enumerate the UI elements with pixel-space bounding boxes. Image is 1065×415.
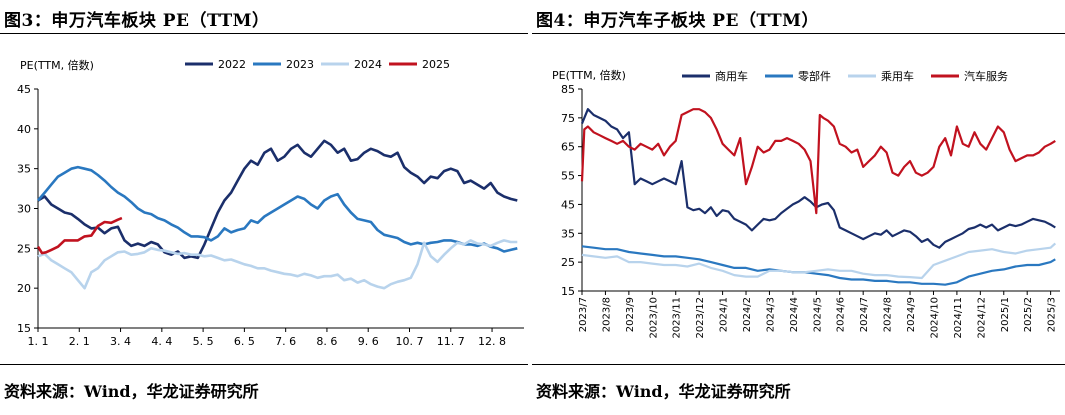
x-tick-label: 12. 8 xyxy=(478,335,506,348)
figure-3-source: 资料来源：Wind，华龙证券研究所 xyxy=(4,382,259,401)
x-tick-label: 9. 6 xyxy=(358,335,379,348)
x-tick-label: 2025/2 xyxy=(1023,297,1034,332)
series-line-汽车服务 xyxy=(580,108,1056,215)
series-line-2025 xyxy=(36,216,123,255)
legend-label: 商用车 xyxy=(715,69,748,83)
x-tick-label: 7. 6 xyxy=(275,335,296,348)
title-rule xyxy=(532,33,1065,34)
y-tick-label: 35 xyxy=(17,163,31,176)
legend-label: 2024 xyxy=(354,58,382,71)
y-tick-label: 40 xyxy=(17,123,31,136)
x-tick-label: 2024/9 xyxy=(906,297,917,332)
y-tick-label: 45 xyxy=(561,198,575,211)
x-tick-label: 4. 4 xyxy=(151,335,172,348)
y-tick-label: 45 xyxy=(17,83,31,96)
legend-label: 乘用车 xyxy=(881,69,914,83)
figure-4-chart: PE(TTM, 倍数) 15 25 35 45 55 65 75 85 2023/7 2023/8 2… xyxy=(552,68,1060,339)
y-tick-label: 25 xyxy=(561,256,575,269)
legend-label: 2022 xyxy=(218,58,246,71)
x-tick-label: 2024/7 xyxy=(859,297,870,332)
x-tick-label: 1. 1 xyxy=(28,335,49,348)
x-tick-label: 2024/1 xyxy=(719,297,730,332)
y-axis-label: PE(TTM, 倍数) xyxy=(552,68,626,82)
y-tick-label: 55 xyxy=(561,170,575,183)
x-tick-label: 2024/2 xyxy=(742,297,753,332)
x-tick-label: 2024/5 xyxy=(812,297,823,332)
figure-3-panel: 图3：申万汽车板块 PE（TTM） PE(TTM, 倍数) 15 20 25 30 35 4… xyxy=(0,0,528,415)
y-tick-label: 85 xyxy=(561,83,575,96)
x-tick-label: 2023/8 xyxy=(601,297,612,332)
x-tick-label: 2024/12 xyxy=(976,297,987,339)
title-rule xyxy=(0,33,528,34)
series-line-2023 xyxy=(37,165,518,253)
source-rule xyxy=(0,364,528,365)
x-tick-label: 3. 4 xyxy=(110,335,131,348)
x-tick-label: 5. 5 xyxy=(193,335,214,348)
y-tick-label: 65 xyxy=(561,141,575,154)
legend-label: 2025 xyxy=(422,58,450,71)
series-line-2022 xyxy=(37,139,518,260)
x-tick-label: 11. 7 xyxy=(437,335,465,348)
legend-label: 零部件 xyxy=(798,69,831,83)
figure-4-source: 资料来源：Wind，华龙证券研究所 xyxy=(536,382,791,401)
y-tick-label: 75 xyxy=(561,112,575,125)
y-tick-label: 35 xyxy=(561,227,575,240)
y-tick-label: 20 xyxy=(17,282,31,295)
x-tick-label: 8. 6 xyxy=(316,335,337,348)
legend-label: 汽车服务 xyxy=(964,69,1008,83)
figure-3-title: 图3：申万汽车板块 PE（TTM） xyxy=(4,11,270,31)
y-tick-label: 15 xyxy=(561,285,575,298)
source-rule xyxy=(532,364,1065,365)
x-tick-label: 2023/11 xyxy=(672,297,683,339)
x-tick-label: 2025/1 xyxy=(1000,297,1011,332)
series-line-商用车 xyxy=(580,108,1056,249)
x-tick-label: 2024/11 xyxy=(953,297,964,339)
x-tick-label: 2024/3 xyxy=(765,297,776,332)
y-tick-label: 30 xyxy=(17,203,31,216)
x-tick-label: 10. 7 xyxy=(395,335,423,348)
x-tick-label: 2023/9 xyxy=(625,297,636,332)
legend-label: 2023 xyxy=(286,58,314,71)
x-tick-label: 2023/7 xyxy=(578,297,589,332)
series-line-2024 xyxy=(37,239,518,290)
figure-4-panel: 图4：申万汽车子板块 PE（TTM） PE(TTM, 倍数) 15 25 35 45 55… xyxy=(532,0,1065,415)
x-tick-label: 2024/4 xyxy=(789,297,800,332)
y-tick-label: 15 xyxy=(17,322,31,335)
x-tick-label: 2. 1 xyxy=(69,335,90,348)
x-tick-label: 2025/3 xyxy=(1047,297,1058,332)
x-tick-label: 2024/10 xyxy=(929,297,940,339)
x-tick-label: 2024/8 xyxy=(883,297,894,332)
x-tick-label: 2023/12 xyxy=(695,297,706,339)
x-tick-label: 2023/10 xyxy=(648,297,659,339)
x-tick-label: 6. 5 xyxy=(234,335,255,348)
figure-4-title: 图4：申万汽车子板块 PE（TTM） xyxy=(536,11,819,31)
x-tick-label: 2024/6 xyxy=(836,297,847,332)
y-axis-label: PE(TTM, 倍数) xyxy=(20,58,94,72)
series-line-乘用车 xyxy=(581,242,1057,280)
y-tick-label: 25 xyxy=(17,242,31,255)
series-line-零部件 xyxy=(581,245,1056,286)
